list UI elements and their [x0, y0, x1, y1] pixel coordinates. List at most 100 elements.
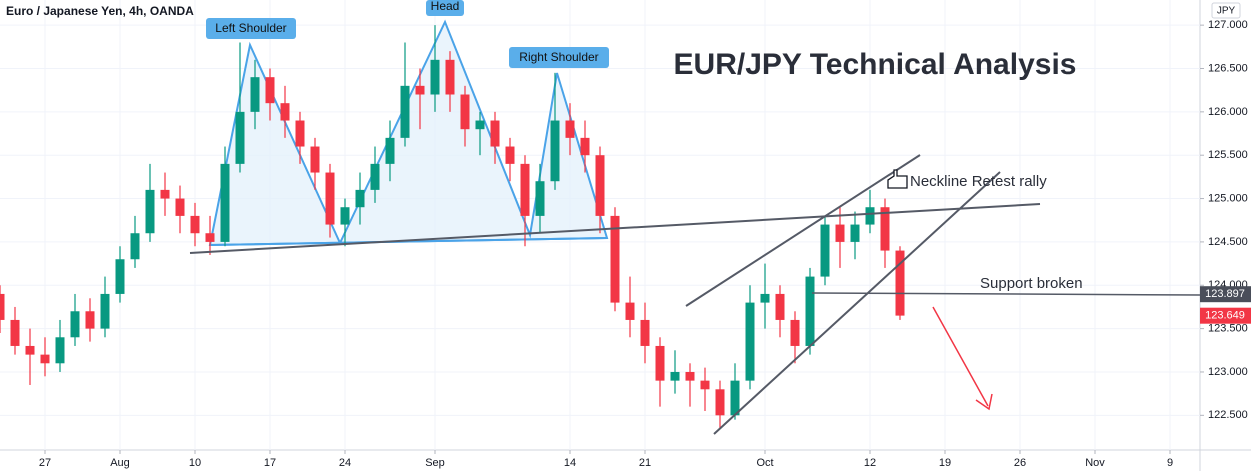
candle-body — [655, 345, 665, 381]
candle-body — [0, 293, 5, 320]
x-tick-label: 24 — [339, 457, 351, 469]
annotation: Neckline Retest rally — [910, 173, 1047, 190]
price-marker-label: 123.649 — [1205, 310, 1245, 322]
y-tick-label: 124.500 — [1208, 236, 1248, 248]
candle-body — [430, 59, 440, 95]
channel-upper — [685, 154, 921, 307]
arrow-head — [975, 393, 993, 411]
candle-body — [520, 163, 530, 216]
price-marker-label: 123.897 — [1205, 288, 1245, 300]
label-box — [206, 18, 296, 39]
candle-body — [355, 189, 365, 208]
candle-body — [400, 85, 410, 138]
candle-body — [235, 111, 245, 164]
x-tick-label: Sep — [425, 457, 445, 469]
candle-body — [70, 311, 80, 338]
x-tick-label: 17 — [264, 457, 276, 469]
chart-title: EUR/JPY Technical Analysis — [674, 48, 1077, 81]
currency: JPY — [1217, 6, 1236, 17]
candle-body — [715, 389, 725, 416]
pattern-base — [209, 237, 608, 246]
y-tick-label: 123.000 — [1208, 366, 1248, 378]
candle-body — [760, 293, 770, 303]
x-tick-label: 12 — [864, 457, 876, 469]
neckline — [189, 203, 1041, 254]
candle-body — [370, 163, 380, 190]
x-tick-label: Nov — [1085, 457, 1105, 469]
candle-body — [730, 380, 740, 416]
price-marker — [1200, 286, 1251, 303]
y-tick-label: 126.000 — [1208, 106, 1248, 118]
candle-body — [685, 371, 695, 381]
candle-body — [175, 198, 185, 216]
candle-body — [850, 224, 860, 242]
candle-body — [40, 354, 50, 364]
x-tick-label: Aug — [110, 457, 130, 469]
candle-body — [550, 120, 560, 182]
candle-body — [805, 276, 815, 346]
candle-body — [100, 293, 110, 329]
x-tick-label: 19 — [939, 457, 951, 469]
candle-body — [445, 59, 455, 95]
candle-body — [205, 233, 215, 242]
candle-body — [745, 302, 755, 381]
y-tick-label: 125.000 — [1208, 192, 1248, 204]
candle-body — [190, 215, 200, 234]
candle-body — [145, 189, 155, 234]
label-box — [509, 47, 609, 68]
candle-body — [250, 77, 260, 112]
candle-body — [580, 137, 590, 156]
candle-body — [220, 163, 230, 242]
candles — [0, 25, 905, 429]
x-tick-label: 10 — [189, 457, 201, 469]
candle-body — [25, 345, 35, 355]
candle-body — [10, 319, 20, 346]
y-tick-label: 122.500 — [1208, 409, 1248, 421]
candle-body — [415, 85, 425, 95]
channel-lower — [713, 171, 1001, 435]
candle-body — [265, 77, 275, 104]
x-tick-label: 14 — [564, 457, 576, 469]
candle-body — [565, 120, 575, 138]
candle-body — [55, 337, 65, 364]
candle-body — [535, 181, 545, 216]
x-tick-label: 27 — [39, 457, 51, 469]
candle-body — [280, 103, 290, 121]
candle-body — [160, 189, 170, 199]
header: Euro / Japanese Yen, 4h, OANDA — [6, 4, 194, 18]
arrow-shaft — [932, 306, 989, 407]
currency-box — [1211, 2, 1241, 19]
label-box — [426, 0, 464, 16]
candle-body — [490, 120, 500, 147]
annotation: Left Shoulder — [215, 21, 286, 35]
candle-body — [115, 259, 125, 294]
candle-body — [640, 319, 650, 346]
y-tick-label: 125.500 — [1208, 149, 1248, 161]
candle-body — [385, 137, 395, 164]
y-tick-label: 127.000 — [1208, 19, 1248, 31]
candle-body — [460, 94, 470, 130]
candle-body — [700, 380, 710, 390]
candle-body — [820, 224, 830, 277]
candle-body — [130, 233, 140, 260]
candle-body — [790, 319, 800, 346]
candle-body — [595, 155, 605, 216]
candle-body — [610, 215, 620, 303]
x-tick-label: 9 — [1167, 457, 1173, 469]
annotation: Support broken — [980, 275, 1083, 292]
candle-body — [670, 371, 680, 381]
candle-body — [505, 146, 515, 164]
x-tick-label: 21 — [639, 457, 651, 469]
annotation: Right Shoulder — [519, 50, 598, 64]
candle-body — [85, 311, 95, 329]
y-tick-label: 126.500 — [1208, 62, 1248, 74]
cursor-icon — [887, 169, 908, 189]
price-marker — [1200, 307, 1251, 324]
candle-body — [295, 120, 305, 147]
candle-body — [895, 250, 905, 316]
candle-body — [880, 207, 890, 251]
annotation: Head — [431, 0, 460, 13]
x-tick-label: 26 — [1014, 457, 1026, 469]
candle-body — [775, 293, 785, 320]
